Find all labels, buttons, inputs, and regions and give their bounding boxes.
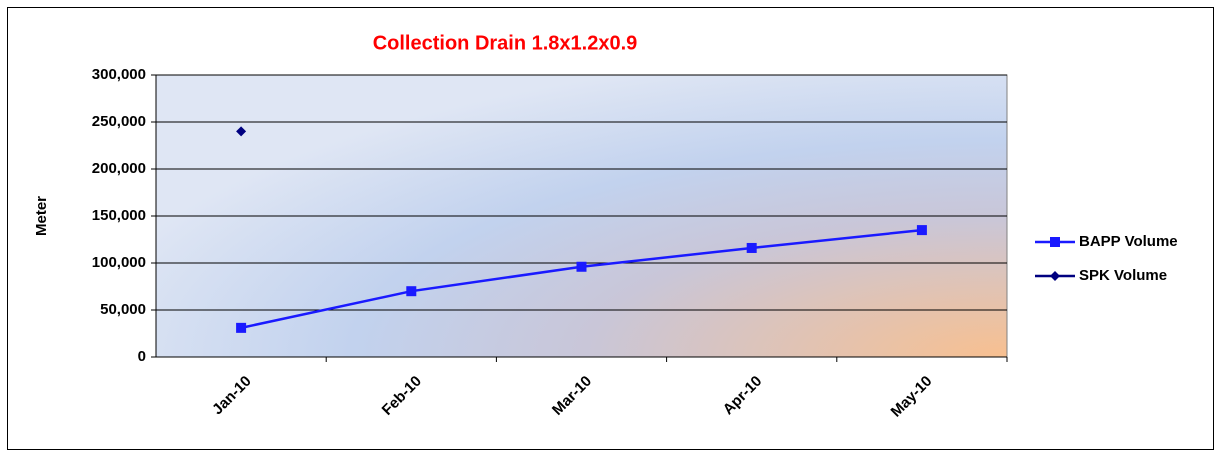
y-tick-label: 0 — [138, 348, 146, 365]
point — [236, 126, 247, 137]
point — [916, 225, 927, 236]
point — [746, 242, 757, 253]
chart-title: Collection Drain 1.8x1.2x0.9 — [373, 32, 638, 54]
y-tick-label: 50,000 — [100, 301, 146, 318]
legend-label: BAPP Volume — [1079, 233, 1178, 250]
y-tick-label: 100,000 — [92, 254, 146, 271]
y-axis-label: Meter — [33, 196, 50, 236]
point — [406, 286, 417, 297]
legend-marker — [1050, 237, 1060, 247]
point — [576, 261, 587, 272]
y-tick-label: 300,000 — [92, 66, 146, 83]
y-tick-label: 200,000 — [92, 160, 146, 177]
legend-label: SPK Volume — [1079, 267, 1167, 284]
legend-marker — [1050, 271, 1060, 281]
y-tick-label: 150,000 — [92, 207, 146, 224]
point — [236, 322, 247, 333]
y-tick-label: 250,000 — [92, 113, 146, 130]
